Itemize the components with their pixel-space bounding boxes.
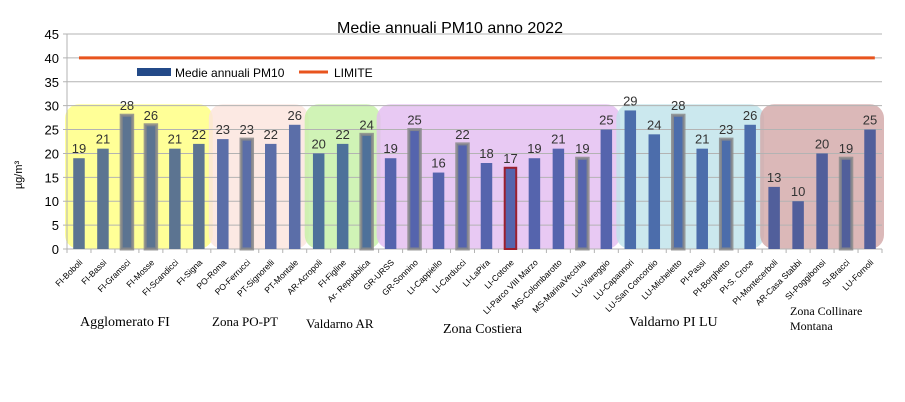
bar [838,156,854,251]
bar [288,124,301,249]
data-label: 21 [168,132,182,147]
bar [744,124,756,249]
bar [143,123,159,251]
bar [552,148,565,249]
bar [384,158,397,249]
data-label: 21 [551,132,565,147]
zone-background [616,104,765,249]
bar [480,163,493,249]
data-label: 22 [192,127,206,142]
zone-label-agglomerato-fi: Agglomerato FI [80,315,170,330]
data-label: 16 [431,156,445,171]
bar [312,153,325,249]
bar [503,166,518,250]
legend: Medie annuali PM10 LIMITE [137,66,373,80]
y-tick-label: 15 [45,170,59,185]
bar [217,139,229,249]
data-label: 18 [479,146,493,161]
zone-label-zona-costiera: Zona Costiera [443,322,522,337]
y-tick-label: 5 [52,218,59,233]
bar [696,148,708,249]
data-label: 24 [359,117,373,132]
y-tick-label: 25 [45,123,59,138]
bar [432,172,445,249]
data-label: 23 [216,122,230,137]
bar [816,153,828,249]
data-label: 13 [767,170,781,185]
data-label: 23 [719,122,733,137]
bar [792,201,804,249]
bar [193,143,205,249]
bar [73,158,85,249]
data-label: 25 [863,113,877,128]
legend-label-limit: LIMITE [334,66,373,80]
data-label: 19 [839,141,853,156]
data-label: 29 [623,93,637,108]
bar [575,156,590,251]
data-label: 22 [264,127,278,142]
bar [600,129,613,249]
data-label: 23 [240,122,254,137]
zone-background [208,104,309,249]
data-label: 24 [647,117,661,132]
zone-label-zona-collinare-montana: Zona Collinare Montana [790,304,863,333]
data-label: 28 [120,98,134,113]
legend-label-pm10: Medie annuali PM10 [175,66,285,80]
y-tick-label: 20 [45,146,59,161]
bar [239,137,255,251]
bar [119,113,135,251]
zone-label-valdarno-pi-lu: Valdarno PI LU [629,315,718,330]
data-label: 21 [96,132,110,147]
data-label: 20 [311,136,325,151]
data-label: 22 [455,127,469,142]
data-label: 26 [144,108,158,123]
data-label: 28 [671,98,685,113]
legend-swatch-pm10 [137,68,171,76]
bar [336,143,349,249]
data-label: 10 [791,184,805,199]
y-tick-label: 0 [52,242,59,257]
bar [718,137,734,251]
data-label: 20 [815,136,829,151]
data-label: 22 [335,127,349,142]
y-tick-label: 45 [45,27,59,42]
bar [648,134,661,249]
y-axis-label: µg/m³ [13,160,25,189]
data-label: 25 [407,113,421,128]
data-label: 19 [72,141,86,156]
data-label: 21 [695,132,709,147]
y-tick-label: 30 [45,99,59,114]
bar [528,158,541,249]
zone-label-zona-po-pt: Zona PO-PT [212,314,279,329]
data-label: 17 [503,151,517,166]
data-label: 26 [287,108,301,123]
x-tick-label: FI-Boboli [53,257,84,288]
chart-title: Medie annuali PM10 anno 2022 [337,20,563,37]
data-label: 26 [743,108,757,123]
data-label: 19 [575,141,589,156]
bar [864,129,876,249]
y-tick-label: 10 [45,194,59,209]
data-label: 19 [383,141,397,156]
y-tick-label: 35 [45,75,59,90]
bar [671,113,686,251]
data-label: 19 [527,141,541,156]
bar [624,110,637,249]
bar [169,148,181,249]
bar [97,148,109,249]
bar [768,186,780,249]
bar [455,142,470,251]
bar [265,143,277,249]
bar [407,128,422,251]
bar [359,132,374,251]
y-tick-label: 40 [45,51,59,66]
data-label: 25 [599,113,613,128]
zone-label-valdarno-ar: Valdarno AR [306,316,374,331]
